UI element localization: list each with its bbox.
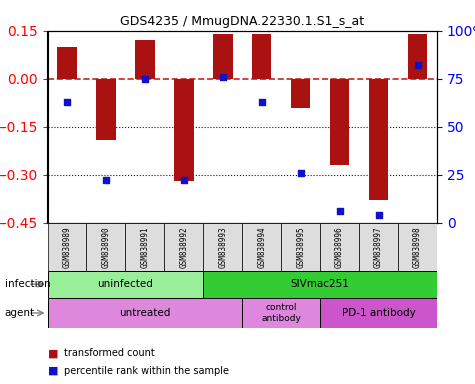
Text: ■: ■ — [48, 348, 58, 358]
FancyBboxPatch shape — [48, 223, 86, 271]
Bar — [174, 79, 193, 181]
FancyBboxPatch shape — [203, 223, 242, 271]
Bar — [408, 34, 427, 79]
Text: GSM838995: GSM838995 — [296, 226, 305, 268]
FancyBboxPatch shape — [320, 223, 359, 271]
Text: SIVmac251: SIVmac251 — [291, 279, 350, 289]
FancyBboxPatch shape — [125, 223, 164, 271]
Point — [63, 99, 71, 105]
Text: transformed count: transformed count — [64, 348, 155, 358]
FancyBboxPatch shape — [242, 223, 281, 271]
Text: GSM838990: GSM838990 — [102, 226, 110, 268]
Text: uninfected: uninfected — [97, 279, 153, 289]
Point — [336, 208, 343, 214]
Point — [375, 212, 382, 218]
Text: ■: ■ — [48, 366, 58, 376]
Bar — [135, 40, 154, 79]
Point — [141, 76, 149, 82]
Bar — [57, 47, 76, 79]
Bar — [213, 34, 232, 79]
Text: GSM838996: GSM838996 — [335, 226, 344, 268]
Point — [180, 177, 188, 184]
Title: GDS4235 / MmugDNA.22330.1.S1_s_at: GDS4235 / MmugDNA.22330.1.S1_s_at — [120, 15, 364, 28]
Text: control
antibody: control antibody — [261, 303, 301, 323]
Text: GSM838993: GSM838993 — [218, 226, 227, 268]
FancyBboxPatch shape — [320, 298, 437, 328]
Text: untreated: untreated — [119, 308, 171, 318]
FancyBboxPatch shape — [359, 223, 398, 271]
Point — [258, 99, 266, 105]
Text: percentile rank within the sample: percentile rank within the sample — [64, 366, 229, 376]
Text: GSM838989: GSM838989 — [63, 226, 71, 268]
Text: GSM838994: GSM838994 — [257, 226, 266, 268]
Point — [219, 74, 227, 80]
FancyBboxPatch shape — [398, 223, 437, 271]
Bar — [291, 79, 310, 108]
FancyBboxPatch shape — [281, 223, 320, 271]
Text: infection: infection — [5, 279, 50, 289]
Text: GSM838998: GSM838998 — [413, 226, 422, 268]
FancyBboxPatch shape — [164, 223, 203, 271]
Point — [102, 177, 110, 184]
FancyBboxPatch shape — [203, 271, 437, 298]
Text: GSM838997: GSM838997 — [374, 226, 383, 268]
Point — [297, 170, 304, 176]
Text: GSM838991: GSM838991 — [141, 226, 149, 268]
Text: GSM838992: GSM838992 — [180, 226, 188, 268]
Text: agent: agent — [5, 308, 35, 318]
FancyBboxPatch shape — [86, 223, 125, 271]
Bar — [96, 79, 115, 139]
Bar — [369, 79, 388, 200]
Bar — [252, 34, 271, 79]
FancyBboxPatch shape — [48, 271, 203, 298]
Point — [414, 62, 421, 68]
FancyBboxPatch shape — [48, 298, 242, 328]
Text: PD-1 antibody: PD-1 antibody — [342, 308, 416, 318]
Bar — [330, 79, 349, 165]
FancyBboxPatch shape — [242, 298, 320, 328]
